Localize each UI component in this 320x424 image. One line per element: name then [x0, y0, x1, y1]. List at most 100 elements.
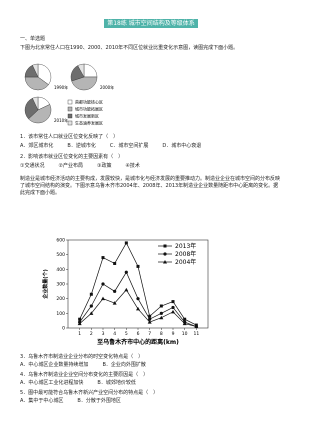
point	[171, 305, 175, 310]
pie-slice	[28, 104, 52, 124]
title: 第18练 城市空间结构及等级体系	[104, 19, 198, 28]
legend-swatch	[67, 99, 73, 105]
option: B．企业向外围扩散	[102, 362, 146, 368]
point	[171, 300, 175, 304]
option: ④技术	[125, 163, 140, 169]
pie-slice	[32, 96, 39, 111]
option: A．中心城区工业化进程加快	[20, 380, 84, 386]
x-tick-label: 3	[102, 331, 105, 337]
point	[101, 282, 105, 286]
option: A．集中于中心城区	[20, 398, 64, 404]
option: A．中心城区企业数量持续增加	[20, 362, 89, 368]
options: A．中心城区企业数量持续增加 B．企业向外围扩散	[20, 362, 282, 369]
y-tick-label: 500	[56, 252, 65, 258]
point	[124, 287, 129, 292]
point	[124, 270, 128, 274]
legend-label: 城市发展新区	[75, 113, 99, 119]
point	[148, 314, 152, 318]
pie-slice	[71, 76, 98, 91]
option: B．城郊地价较低	[97, 380, 136, 386]
x-axis-label: 至乌鲁木齐市中心的距离(km)	[97, 338, 179, 346]
legend-label: 2004年	[175, 258, 196, 266]
section: 一、单选题	[20, 36, 46, 42]
legend-label: 首都功能核心区	[75, 99, 103, 105]
y-tick-label: 400	[56, 267, 65, 273]
point	[159, 304, 163, 308]
question: 4．乌鲁木齐制造业企业空间分布变化的主要原因是（ ）	[20, 372, 149, 378]
option: B．逆城市化	[67, 143, 96, 149]
point	[182, 321, 187, 326]
point	[136, 264, 140, 268]
point	[159, 311, 163, 315]
pie-slice	[32, 63, 39, 78]
point	[113, 261, 117, 265]
pie-slice	[77, 63, 85, 78]
point	[159, 315, 164, 320]
pie-label: 2000年	[100, 84, 114, 90]
point	[183, 317, 187, 321]
line-figure: 0 100 200 300 400 500 600 1 2 3 4 5 6 7 8 9 10 11 企业数量(个) 至…	[42, 238, 209, 346]
point	[89, 304, 93, 308]
x-tick-label: 2	[90, 331, 93, 337]
pie-figure: 1990年 2000年 2010年 首都功能核心区城市功能拓展区城市发展新区生态涵养发…	[24, 63, 114, 126]
legend-swatch	[67, 113, 73, 119]
point	[171, 309, 175, 314]
question: 1．该市常住人口就业区位变化反映了（ ）	[20, 134, 119, 140]
intro: 下图为北京常住人口在1990、2000、2010年不同区位就业比重变化示意图，读…	[20, 45, 239, 51]
question: 2．影响该市就业区位变化的主要因素有（ ）	[20, 154, 124, 160]
y-axis-label: 企业数量(个)	[42, 269, 49, 300]
options: A．中心城区工业化进程加快 B．城郊地价较低	[20, 380, 282, 387]
pie-slice	[24, 76, 49, 91]
x-tick-label: 5	[125, 331, 128, 337]
legend-label: 2008年	[175, 250, 196, 258]
point	[78, 317, 82, 321]
pie-label: 2010年	[54, 117, 68, 123]
legend-marker	[163, 252, 167, 256]
point	[101, 296, 105, 301]
legend-swatch	[67, 106, 73, 112]
y-tick-label: 200	[56, 296, 65, 302]
y-tick-label: 600	[56, 238, 65, 244]
x-tick-label: 7	[148, 331, 151, 337]
options: ①交通状况 ②产业布局 ③政策 ④技术	[20, 163, 282, 170]
point	[136, 306, 140, 311]
option: C．城市空间扩展	[109, 143, 149, 149]
question: 3．乌鲁木齐市制造业企业分布的时空变化特点是（ ）	[20, 354, 144, 360]
point	[101, 256, 105, 260]
point	[113, 289, 117, 293]
x-tick-label: 6	[137, 331, 140, 337]
x-tick-label: 9	[172, 331, 175, 337]
point	[112, 301, 117, 305]
y-tick-label: 100	[56, 311, 65, 317]
x-tick-label: 11	[193, 331, 199, 337]
option: B．分散于外围地区	[77, 398, 121, 404]
legend-label: 2013年	[175, 242, 196, 250]
legend-swatch	[67, 120, 73, 126]
point	[147, 320, 152, 324]
page: 第18练 城市空间结构及等级体系 一、单选题 下图为北京常住人口在1990、20…	[20, 19, 282, 404]
y-tick-label: 300	[56, 282, 65, 288]
point	[77, 321, 82, 326]
x-tick-label: 1	[78, 331, 81, 337]
x-tick-label: 8	[160, 331, 163, 337]
option: A．郊区城市化	[20, 143, 54, 149]
option: ①交通状况	[20, 163, 45, 169]
passage: 制造业是城市经济活动的主要构成，发展较快，是城市化与经济发展的重要推动力。制造业…	[20, 176, 281, 196]
point	[194, 324, 199, 329]
point	[136, 297, 140, 301]
y-tick-label: 0	[62, 326, 65, 332]
point	[148, 317, 152, 321]
point	[89, 311, 94, 315]
legend-marker	[163, 260, 167, 264]
pie-label: 1990年	[54, 84, 68, 90]
x-tick-label: 10	[182, 331, 188, 337]
question: 5．图中最可能符合乌鲁木齐新兴产业空间分布的特点是（ ）	[20, 390, 159, 396]
point	[89, 292, 93, 296]
point	[124, 241, 128, 245]
option: D．城市中心衰退	[162, 143, 202, 149]
option: ③政策	[96, 163, 112, 169]
pie-slice	[83, 63, 98, 78]
title-row: 第18练 城市空间结构及等级体系	[20, 19, 282, 28]
option: ②产业布局	[58, 163, 83, 169]
legend-label: 生态涵养发展区	[75, 120, 103, 126]
